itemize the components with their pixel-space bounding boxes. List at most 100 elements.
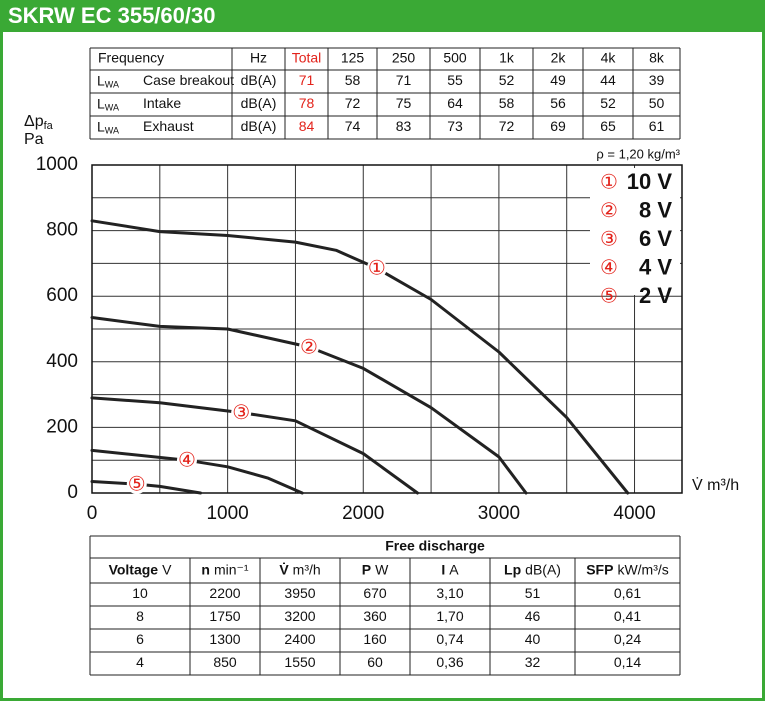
x-axis-label: V̇ m³/h [692, 476, 739, 494]
sound-header: 500 [443, 50, 467, 66]
curve-label-bg [366, 258, 387, 279]
symbol: L [97, 72, 105, 88]
perf-cell: 1,70 [436, 608, 463, 624]
sound-symbol: LWA [97, 72, 119, 90]
perf-cell: 0,14 [614, 654, 641, 670]
sound-total: 84 [299, 118, 315, 134]
sound-row-name: Case breakout [143, 72, 234, 88]
symbol: L [97, 95, 105, 111]
fan-curve [90, 316, 528, 495]
perf-cell: 51 [525, 585, 541, 601]
perf-cell: 0,74 [436, 631, 463, 647]
perf-cell: 0,36 [436, 654, 463, 670]
x-tick-label: 0 [87, 503, 98, 524]
perf-header: V̇ m³/h [279, 561, 320, 577]
sound-value: 52 [600, 95, 616, 111]
subscript: WA [105, 80, 119, 90]
legend-marker: ⑤ [600, 285, 618, 307]
header-symbol: V̇ [279, 561, 289, 577]
y-axis-label: Δpfa [24, 113, 54, 132]
perf-cell: 3200 [284, 608, 315, 624]
y-tick-label: 1000 [36, 154, 78, 175]
legend-label: 8 V [639, 197, 672, 222]
sound-value: 69 [550, 118, 566, 134]
sound-value: 44 [600, 72, 616, 88]
sound-value: 64 [447, 95, 463, 111]
perf-header: SFP kW/m³/s [586, 561, 669, 577]
symbol: L [97, 118, 105, 134]
perf-cell: 2200 [209, 585, 240, 601]
curve-label: ① [368, 258, 386, 280]
sound-header: 2k [551, 50, 567, 66]
density-note: ρ = 1,20 kg/m³ [596, 146, 680, 161]
sound-value: 75 [396, 95, 412, 111]
x-tick-label: 2000 [342, 503, 384, 524]
header-symbol: SFP [586, 561, 613, 577]
perf-cell: 0,41 [614, 608, 641, 624]
sound-unit: dB(A) [241, 72, 277, 88]
plot-frame [91, 164, 683, 494]
perf-cell: 32 [525, 654, 541, 670]
legend-marker: ③ [600, 228, 618, 250]
sound-header: Hz [250, 50, 267, 66]
perf-cell: 1550 [284, 654, 315, 670]
header-unit: W [375, 561, 389, 577]
sound-value: 55 [447, 72, 463, 88]
x-tick-label: 3000 [478, 503, 520, 524]
sound-value: 74 [345, 118, 361, 134]
legend-label: 10 V [627, 169, 673, 194]
fan-curve [90, 219, 630, 495]
perf-cell: 46 [525, 608, 541, 624]
sound-symbol: LWA [97, 118, 119, 136]
sound-value: 58 [499, 95, 515, 111]
perf-cell: 360 [363, 608, 387, 624]
perf-cell: 40 [525, 631, 541, 647]
sound-value: 39 [649, 72, 665, 88]
perf-cell: 3950 [284, 585, 315, 601]
curve-label: ⑤ [128, 473, 146, 495]
sound-header: 8k [649, 50, 665, 66]
curve-label: ② [300, 336, 318, 358]
legend-marker: ④ [600, 257, 618, 279]
sound-value: 71 [396, 72, 412, 88]
y-axis-subscript: fa [44, 120, 54, 132]
sound-value: 50 [649, 95, 665, 111]
sound-symbol: LWA [97, 95, 119, 113]
sound-header: Total [292, 50, 322, 66]
legend-label: 2 V [639, 283, 672, 308]
y-tick-label: 800 [46, 220, 78, 241]
perf-cell: 3,10 [436, 585, 463, 601]
fan-curve [90, 448, 304, 495]
perf-header: n min⁻¹ [201, 561, 249, 577]
perf-cell: 0,24 [614, 631, 641, 647]
sound-header: 125 [341, 50, 365, 66]
fan-curve [90, 396, 419, 495]
curve-label-bg [231, 402, 252, 423]
header-symbol: I [441, 561, 445, 577]
title-bar [0, 0, 765, 32]
curve-label: ④ [178, 449, 196, 471]
curve-label: ③ [232, 402, 250, 424]
sound-value: 61 [649, 118, 665, 134]
sound-unit: dB(A) [241, 95, 277, 111]
perf-cell: 0,61 [614, 585, 641, 601]
header-symbol: P [362, 561, 371, 577]
title: SKRW EC 355/60/30 [8, 3, 215, 28]
perf-header: Voltage V [109, 561, 173, 577]
legend-label: 4 V [639, 254, 672, 279]
x-tick-label: 1000 [206, 503, 248, 524]
header-unit: min⁻¹ [214, 561, 249, 577]
perf-cell: 1750 [209, 608, 240, 624]
perf-cell: 1300 [209, 631, 240, 647]
sound-total: 71 [299, 72, 315, 88]
perf-cell: 670 [363, 585, 387, 601]
legend-box [590, 168, 680, 295]
y-axis-symbol: Δp [24, 113, 44, 130]
sound-header: 250 [392, 50, 416, 66]
sound-header: 1k [499, 50, 515, 66]
sound-header: Frequency [98, 50, 164, 66]
header-unit: m³/h [293, 561, 321, 577]
sound-value: 73 [447, 118, 463, 134]
